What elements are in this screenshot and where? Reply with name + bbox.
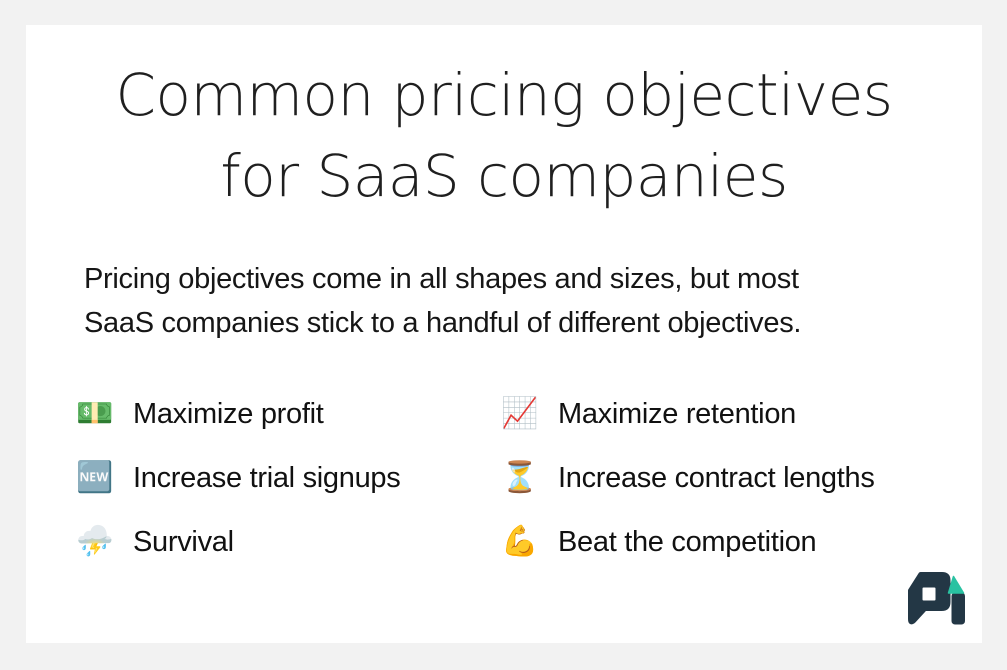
list-item-increase-trial-signups: 🆕 Increase trial signups <box>76 459 501 497</box>
list-item-maximize-profit: 💵 Maximize profit <box>76 395 501 433</box>
page-title-line2: for SaaS companies <box>220 142 788 210</box>
logo-counter <box>922 587 936 601</box>
logo-i-bar <box>951 592 965 625</box>
new-button-icon: 🆕 <box>76 461 114 494</box>
page-subtitle-line2: SaaS companies stick to a handful of dif… <box>84 307 802 339</box>
page-subtitle: Pricing objectives come in all shapes an… <box>84 257 934 345</box>
page-subtitle-line1: Pricing objectives come in all shapes an… <box>84 263 799 295</box>
content-card: Common pricing objectives for SaaS compa… <box>26 25 982 643</box>
page-title-line1: Common pricing objectives <box>115 61 893 129</box>
hourglass-icon: ⏳ <box>501 461 539 494</box>
price-intelligently-logo <box>908 572 965 625</box>
objectives-list: 💵 Maximize profit 📈 Maximize retention 🆕… <box>76 395 982 561</box>
list-item-maximize-retention: 📈 Maximize retention <box>501 395 982 433</box>
storm-cloud-icon: ⛈️ <box>76 525 114 558</box>
list-item-survival: ⛈️ Survival <box>76 523 501 561</box>
page-title: Common pricing objectives for SaaS compa… <box>26 55 982 217</box>
list-item-label: Increase contract lengths <box>558 461 875 494</box>
list-item-label: Survival <box>133 525 234 558</box>
logo-teal-triangle <box>947 575 965 594</box>
flexed-biceps-icon: 💪 <box>501 525 539 558</box>
list-item-beat-the-competition: 💪 Beat the competition <box>501 523 982 561</box>
list-item-increase-contract-lengths: ⏳ Increase contract lengths <box>501 459 982 497</box>
chart-increasing-icon: 📈 <box>501 397 539 430</box>
list-item-label: Increase trial signups <box>133 461 401 494</box>
dollar-banknote-icon: 💵 <box>76 397 114 430</box>
list-item-label: Maximize profit <box>133 397 324 430</box>
list-item-label: Beat the competition <box>558 525 817 558</box>
list-item-label: Maximize retention <box>558 397 796 430</box>
